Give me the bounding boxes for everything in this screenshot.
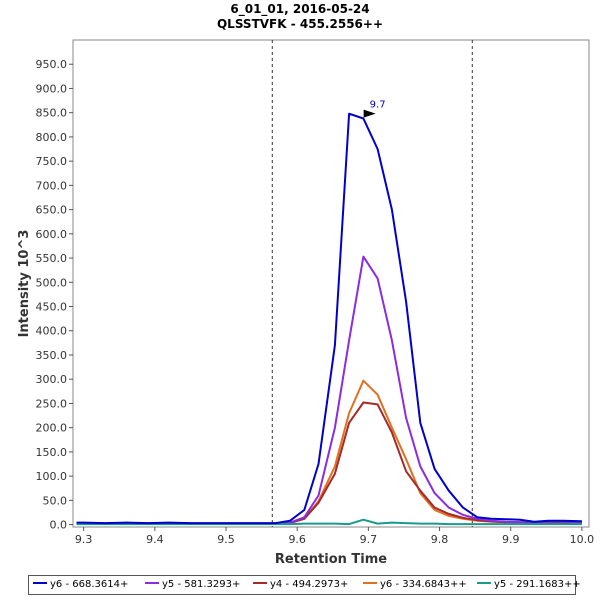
- legend-entry: y6 - 334.6843++: [363, 579, 467, 593]
- y-tick-label: 400.0: [36, 325, 68, 338]
- y-tick-label: 800.0: [36, 131, 68, 144]
- y-tick-label: 750.0: [36, 155, 68, 168]
- y-tick-label: 900.0: [36, 82, 68, 95]
- y-tick-label: 0.0: [50, 519, 68, 532]
- y-tick-label: 250.0: [36, 397, 68, 410]
- y-tick-label: 950.0: [36, 58, 68, 71]
- legend-entry: y5 - 581.3293+: [145, 579, 240, 593]
- x-tick-label: 9.4: [146, 533, 164, 546]
- x-tick-label: 9.3: [75, 533, 93, 546]
- y-axis-label: Intensity 10^3: [17, 230, 32, 338]
- x-tick-label: 9.9: [502, 533, 520, 546]
- y-tick-label: 350.0: [36, 349, 68, 362]
- y-tick-label: 600.0: [36, 228, 68, 241]
- y-tick-label: 50.0: [43, 494, 68, 507]
- legend-label: y5 - 581.3293+: [162, 579, 241, 590]
- x-axis-label: Retention Time: [275, 552, 387, 567]
- legend-swatch-icon: [477, 582, 491, 584]
- plot-area: [72, 39, 590, 528]
- legend-swatch-icon: [363, 582, 377, 584]
- legend-label: y6 - 334.6843++: [380, 579, 467, 590]
- legend-entry: y6 - 668.3614+: [33, 579, 128, 593]
- x-tick-label: 9.7: [360, 533, 378, 546]
- y-tick-label: 300.0: [36, 373, 68, 386]
- legend-swatch-icon: [145, 582, 159, 584]
- legend-entry: y5 - 291.1683++: [477, 579, 581, 593]
- legend-swatch-icon: [33, 582, 47, 584]
- legend-label: y5 - 291.1683++: [494, 579, 581, 590]
- y-tick-label: 200.0: [36, 422, 68, 435]
- y-tick-label: 850.0: [36, 107, 68, 120]
- y-tick-label: 450.0: [36, 301, 68, 314]
- series-line: [76, 112, 582, 525]
- legend-label: y4 - 494.2973+: [270, 579, 349, 590]
- legend-label: y6 - 668.3614+: [50, 579, 129, 590]
- y-tick-label: 150.0: [36, 446, 68, 459]
- y-tick-label: 550.0: [36, 252, 68, 265]
- y-tick-label: 500.0: [36, 276, 68, 289]
- x-tick-label: 9.6: [288, 533, 306, 546]
- legend-entry: y4 - 494.2973+: [253, 579, 348, 593]
- peak-label: 9.7: [370, 100, 386, 111]
- y-tick-label: 650.0: [36, 204, 68, 217]
- chart-title: 6_01_01, 2016-05-24: [230, 2, 370, 16]
- x-tick-label: 9.8: [431, 533, 449, 546]
- chart-legend: y6 - 668.3614+ y5 - 581.3293+ y4 - 494.297…: [28, 575, 581, 595]
- legend-swatch-icon: [253, 582, 267, 584]
- peak-marker-icon: [363, 109, 376, 118]
- x-tick-label: 9.5: [217, 533, 235, 546]
- chart-subtitle: QLSSTVFK - 455.2556++: [216, 17, 383, 31]
- x-tick-label: 10.0: [570, 533, 595, 546]
- y-tick-label: 100.0: [36, 470, 68, 483]
- y-tick-label: 700.0: [36, 179, 68, 192]
